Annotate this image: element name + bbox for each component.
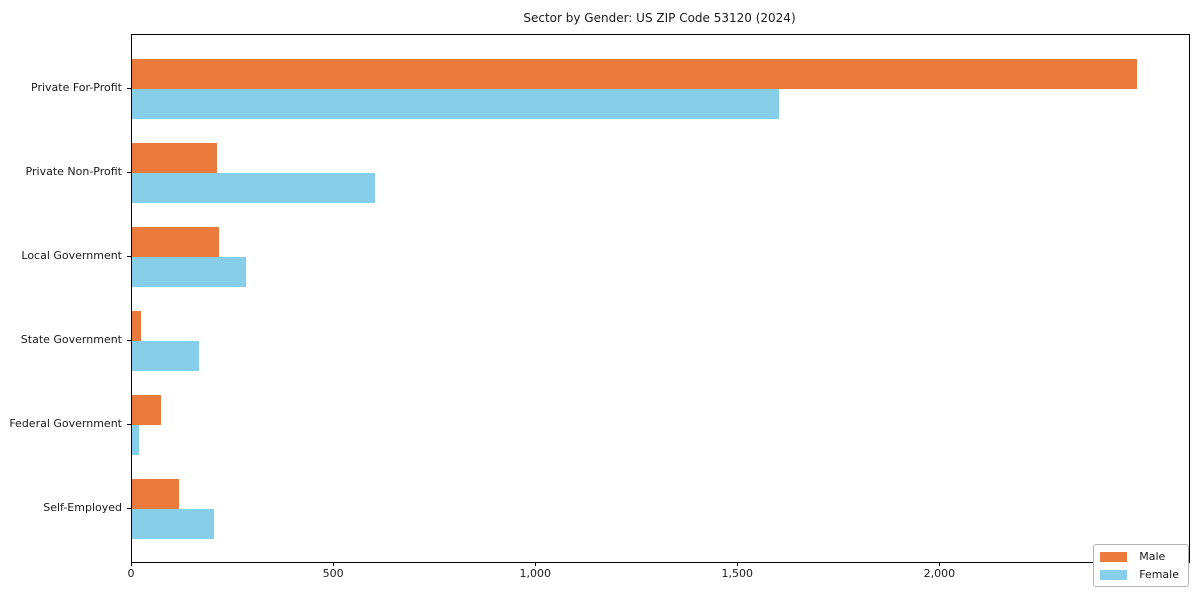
x-axis-tick-mark	[131, 562, 132, 566]
legend-label: Female	[1139, 568, 1179, 581]
x-axis-tick-mark	[939, 562, 941, 566]
bar-male-private-non-profit	[132, 143, 217, 173]
y-axis-category-label: Private Non-Profit	[25, 165, 122, 178]
y-axis-category-label: Local Government	[21, 249, 122, 262]
bar-male-local-government	[132, 227, 219, 257]
y-axis-tick-mark	[127, 88, 131, 89]
bar-female-private-non-profit	[132, 173, 375, 203]
x-axis-tick-label: 0	[127, 567, 135, 580]
y-axis-tick-mark	[127, 340, 131, 341]
legend: Male Female	[1093, 544, 1189, 587]
y-axis-tick-mark	[127, 508, 131, 509]
bar-female-private-for-profit	[132, 89, 779, 119]
x-axis-tick-label: 1,000	[519, 567, 551, 580]
legend-item-female: Female	[1100, 568, 1179, 581]
bar-female-federal-government	[132, 425, 140, 455]
x-axis-tick-label: 2,000	[923, 567, 956, 580]
y-axis-tick-mark	[127, 424, 131, 425]
bar-male-private-for-profit	[132, 59, 1138, 89]
y-axis-category-label: State Government	[20, 333, 122, 346]
bar-female-self-employed	[132, 509, 214, 539]
bar-male-federal-government	[132, 395, 162, 425]
legend-label: Male	[1139, 550, 1166, 563]
x-axis-tick-label: 1,500	[721, 567, 754, 580]
y-axis-tick-mark	[127, 256, 131, 257]
x-axis-tick-mark	[333, 562, 335, 566]
y-axis-category-label: Self-Employed	[43, 501, 122, 514]
chart-title: Sector by Gender: US ZIP Code 53120 (202…	[523, 11, 796, 25]
legend-swatch-male	[1100, 551, 1128, 562]
legend-item-male: Male	[1100, 550, 1179, 563]
bar-female-local-government	[132, 257, 247, 287]
bar-female-state-government	[132, 341, 199, 371]
legend-swatch-female	[1100, 569, 1128, 580]
y-axis-category-label: Federal Government	[9, 417, 122, 430]
x-axis-tick-mark	[535, 562, 537, 566]
x-axis-tick-mark	[737, 562, 739, 566]
plot-area	[131, 34, 1190, 563]
bar-male-self-employed	[132, 479, 179, 509]
y-axis-category-label: Private For-Profit	[31, 81, 122, 94]
bar-male-state-government	[132, 311, 141, 341]
x-axis-tick-label: 500	[322, 567, 344, 580]
y-axis-tick-mark	[127, 172, 131, 173]
